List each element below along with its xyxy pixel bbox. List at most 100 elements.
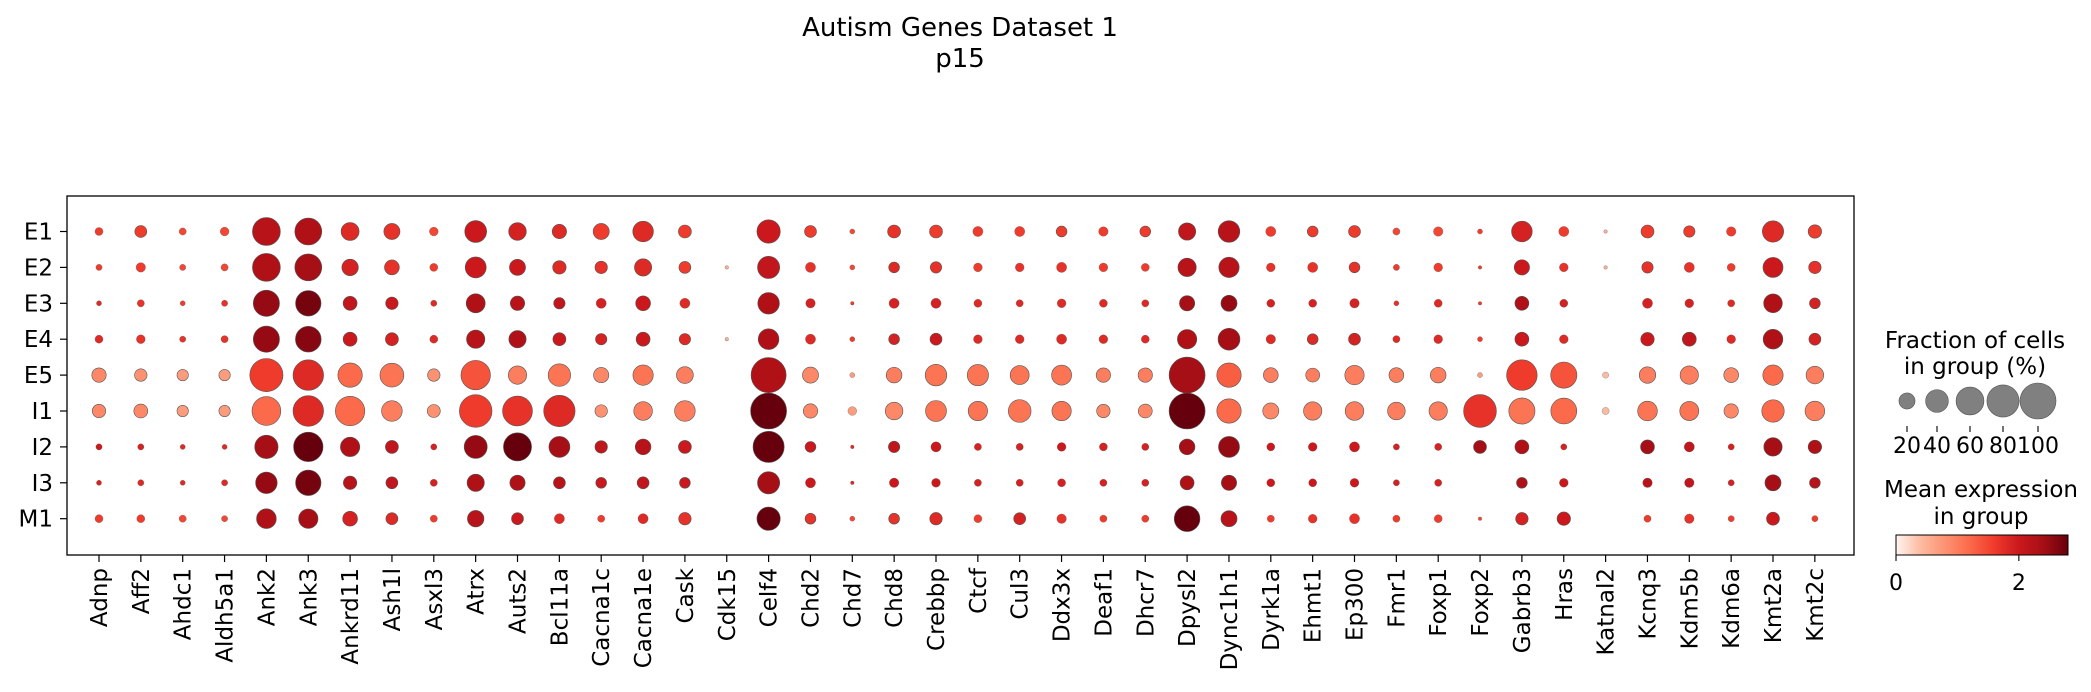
col-label-Asxl3: Asxl3 (422, 568, 448, 630)
dot-I1-Ankrd11 (335, 395, 366, 427)
dot-E4-Atrx (466, 329, 486, 349)
dot-M1-Ahdc1 (178, 514, 187, 523)
dot-I2-Ddx3x (1057, 442, 1067, 452)
dot-E2-Adnp (95, 264, 103, 271)
dot-E5-Asxl3 (427, 368, 441, 382)
dot-I3-Deaf1 (1099, 479, 1108, 487)
dot-I2-Atrx (463, 435, 488, 459)
dot-I1-Asxl3 (427, 404, 441, 418)
dot-I3-Bcl11a (553, 476, 566, 490)
dot-E2-Fmr1 (1393, 264, 1400, 271)
col-label-Hras: Hras (1552, 568, 1578, 621)
dot-M1-Cask (678, 512, 692, 526)
dot-M1-Deaf1 (1099, 514, 1108, 523)
dot-E3-Dyrk1a (1266, 299, 1275, 308)
col-label-Auts2: Auts2 (506, 568, 532, 634)
dot-E1-Ankrd11 (340, 222, 360, 241)
dot-E1-Foxp1 (1433, 226, 1444, 237)
dot-E1-Katnal2 (1603, 229, 1608, 234)
col-label-Cacna1e: Cacna1e (631, 568, 657, 668)
dot-E5-Ddx3x (1051, 364, 1072, 386)
dot-I2-Ank3 (293, 431, 324, 462)
col-label-Kdm5b: Kdm5b (1677, 568, 1703, 649)
row-label-I2: I2 (32, 435, 53, 461)
dot-I1-Celf4 (750, 392, 787, 430)
row-label-I1: I1 (32, 399, 53, 425)
row-label-E4: E4 (24, 327, 53, 353)
dot-E5-Kcnq3 (1638, 366, 1657, 384)
dot-E3-Crebbp (930, 298, 942, 309)
dot-E3-Adnp (96, 300, 102, 306)
dot-E5-Atrx (460, 360, 491, 391)
dot-M1-Kdm5b (1684, 513, 1695, 524)
dot-I1-Ep300 (1344, 401, 1365, 421)
dot-M1-Cul3 (1013, 512, 1026, 525)
dot-E3-Ankrd11 (342, 296, 358, 311)
dot-M1-Fmr1 (1392, 514, 1401, 523)
dot-E4-Auts2 (508, 330, 527, 349)
dot-M1-Celf4 (756, 506, 781, 531)
dot-E1-Cask (678, 224, 692, 239)
dot-E3-Cask (679, 298, 691, 309)
dot-E1-Kdm5b (1683, 225, 1696, 238)
dot-E4-Ep300 (1348, 332, 1361, 346)
dot-E1-Gabrb3 (1511, 220, 1533, 243)
dot-E2-Chd7 (849, 264, 855, 271)
dot-E2-Gabrb3 (1513, 259, 1530, 276)
dot-E5-Chd7 (849, 372, 855, 378)
col-label-Chd7: Chd7 (840, 568, 866, 628)
dot-E1-Atrx (464, 220, 487, 243)
dot-M1-Atrx (467, 510, 485, 528)
dot-I2-Dyrk1a (1266, 442, 1275, 452)
dot-M1-Ash1l (385, 512, 399, 525)
col-label-Chd8: Chd8 (882, 568, 908, 628)
dot-E5-Ehmt1 (1305, 367, 1320, 383)
col-label-Kcnq3: Kcnq3 (1636, 568, 1662, 640)
dot-I2-Ehmt1 (1308, 442, 1318, 452)
dot-E1-Auts2 (508, 222, 527, 241)
dot-E2-Ctcf (973, 262, 983, 272)
col-label-Kmt2a: Kmt2a (1761, 568, 1787, 643)
dot-I3-Gabrb3 (1516, 477, 1528, 489)
dot-E2-Ash1l (384, 259, 400, 276)
dot-E3-Auts2 (509, 295, 525, 311)
dot-I2-Adnp (95, 443, 103, 451)
dot-E2-Chd2 (805, 262, 816, 273)
dot-I2-Auts2 (503, 432, 532, 462)
dot-E1-Dync1h1 (1217, 220, 1241, 243)
color-legend-title-line2: in group (1933, 504, 2028, 530)
dot-I3-Dyrk1a (1266, 478, 1275, 487)
dot-I1-Ehmt1 (1303, 401, 1323, 421)
dot-E3-Ddx3x (1057, 298, 1067, 308)
dot-I2-Dhcr7 (1141, 443, 1150, 451)
dot-M1-Kcnq3 (1643, 514, 1652, 523)
row-label-E2: E2 (24, 255, 53, 281)
dot-E3-Aff2 (137, 299, 145, 308)
dot-E4-Gabrb3 (1514, 331, 1530, 347)
dot-E2-Cul3 (1015, 262, 1025, 272)
dot-E1-Ash1l (383, 223, 401, 240)
dot-E3-Hras (1559, 299, 1568, 308)
dot-I2-Gabrb3 (1514, 439, 1530, 455)
col-label-Foxp1: Foxp1 (1426, 568, 1452, 637)
dot-E4-Adnp (94, 335, 104, 344)
dot-E5-Chd8 (885, 366, 903, 384)
dot-E3-Deaf1 (1099, 299, 1108, 308)
dot-M1-Crebbp (929, 512, 943, 526)
col-label-Atrx: Atrx (464, 568, 490, 615)
dot-E3-Chd7 (850, 301, 855, 306)
dot-M1-Bcl11a (554, 513, 565, 524)
size-legend-dot-20 (1898, 392, 1916, 410)
dot-E4-Ehmt1 (1306, 333, 1319, 345)
dot-E3-Ep300 (1349, 298, 1360, 309)
dot-I2-Chd2 (804, 441, 817, 453)
dot-I3-Ank3 (295, 469, 322, 496)
dot-I3-Foxp1 (1434, 479, 1442, 487)
dot-E2-Auts2 (509, 259, 526, 276)
col-label-Ehmt1: Ehmt1 (1301, 568, 1327, 643)
dot-E1-Kcnq3 (1640, 224, 1655, 239)
dot-E5-Celf4 (750, 357, 787, 393)
dot-E2-Aff2 (135, 262, 146, 273)
dot-M1-Kmt2a (1766, 511, 1780, 526)
